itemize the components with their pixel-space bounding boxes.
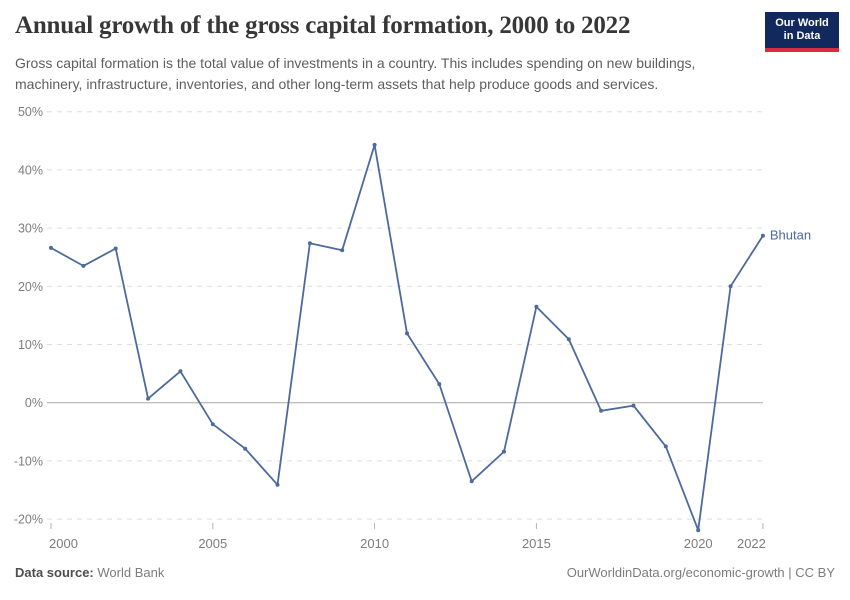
chart-subtitle: Gross capital formation is the total val… <box>15 55 696 92</box>
y-axis-label: 10% <box>18 338 43 352</box>
data-point[interactable] <box>437 382 442 387</box>
x-axis-label: 2022 <box>737 536 766 551</box>
x-axis-label: 2015 <box>522 536 551 551</box>
y-axis-label: 30% <box>18 222 43 236</box>
data-point[interactable] <box>696 528 701 533</box>
owid-logo: Our World in Data <box>765 12 839 52</box>
data-point[interactable] <box>631 403 636 408</box>
page-title: Annual growth of the gross capital forma… <box>15 12 631 39</box>
owid-logo-line2: in Data <box>783 30 821 42</box>
x-axis-label: 2000 <box>49 536 78 551</box>
data-point[interactable] <box>113 246 118 251</box>
data-point[interactable] <box>663 444 668 449</box>
data-point[interactable] <box>49 245 53 250</box>
data-point[interactable] <box>372 142 377 147</box>
data-source-value: World Bank <box>97 565 165 580</box>
owid-logo-box: Our World in Data <box>765 12 839 48</box>
owid-logo-line1: Our World <box>775 17 829 29</box>
data-point[interactable] <box>599 408 604 413</box>
line-series-bhutan[interactable] <box>50 144 764 532</box>
y-axis-label: 0% <box>25 396 43 410</box>
data-point[interactable] <box>340 248 345 253</box>
data-point[interactable] <box>534 304 539 309</box>
data-point[interactable] <box>405 331 409 336</box>
data-point[interactable] <box>178 369 183 374</box>
x-axis-label: 2020 <box>684 536 713 551</box>
data-point[interactable] <box>307 241 312 246</box>
data-point[interactable] <box>81 263 86 268</box>
data-point[interactable] <box>275 482 280 487</box>
data-point[interactable] <box>210 422 215 427</box>
data-point[interactable] <box>502 449 506 454</box>
x-axis-label: 2005 <box>198 536 227 551</box>
chart-svg: 50% 40% 30% 20% 10% 0% -10% -20% 2000 2005 2010 201… <box>14 105 811 551</box>
x-axis-label: 2010 <box>360 536 389 551</box>
line-chart: 50% 40% 30% 20% 10% 0% -10% -20% 2000 2005 2010 201… <box>0 100 850 560</box>
data-point[interactable] <box>146 396 151 401</box>
attribution-text: OurWorldinData.org/economic-growth | CC … <box>566 565 835 580</box>
data-point[interactable] <box>728 284 733 289</box>
attribution: OurWorldinData.org/economic-growth | CC … <box>567 565 835 580</box>
owid-logo-redbar <box>765 48 839 52</box>
data-point[interactable] <box>566 337 571 342</box>
data-source: Data source: World Bank <box>15 565 164 580</box>
data-point[interactable] <box>243 446 248 451</box>
y-axis-label: -20% <box>14 513 43 527</box>
data-source-label: Data source: <box>15 565 94 580</box>
y-axis-label: 40% <box>18 163 43 177</box>
data-point[interactable] <box>469 479 474 484</box>
y-axis-label: 20% <box>18 280 43 294</box>
chart-footer: Data source: World Bank OurWorldinData.o… <box>15 565 835 580</box>
data-point[interactable] <box>760 233 765 238</box>
y-axis-label: -10% <box>14 454 43 468</box>
y-axis-label: 50% <box>18 105 43 119</box>
series-entity-label[interactable]: Bhutan <box>770 228 811 243</box>
